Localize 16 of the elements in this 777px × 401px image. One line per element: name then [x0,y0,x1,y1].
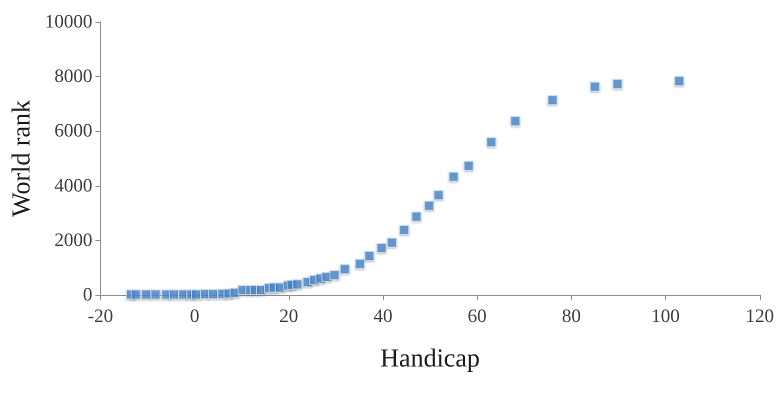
x-tick-label: 120 [746,306,774,327]
x-axis-title: Handicap [380,344,480,372]
x-tick-label: 0 [190,306,200,327]
x-tick-label: 40 [373,306,392,327]
x-tick-label: 20 [279,306,298,327]
x-tick-label: 100 [651,306,680,327]
y-tick-label: 0 [82,284,92,306]
y-tick-label: 2000 [54,230,92,251]
y-tick-label: 8000 [54,66,92,88]
y-axis-title: World rank [6,100,36,218]
x-tick-label: -20 [88,306,114,327]
y-tick-label: 10000 [44,12,92,32]
y-tick-label: 6000 [54,120,92,142]
x-tick-label: 60 [468,306,487,327]
x-tick-label: 80 [562,306,581,327]
y-tick-label: 4000 [54,175,92,196]
